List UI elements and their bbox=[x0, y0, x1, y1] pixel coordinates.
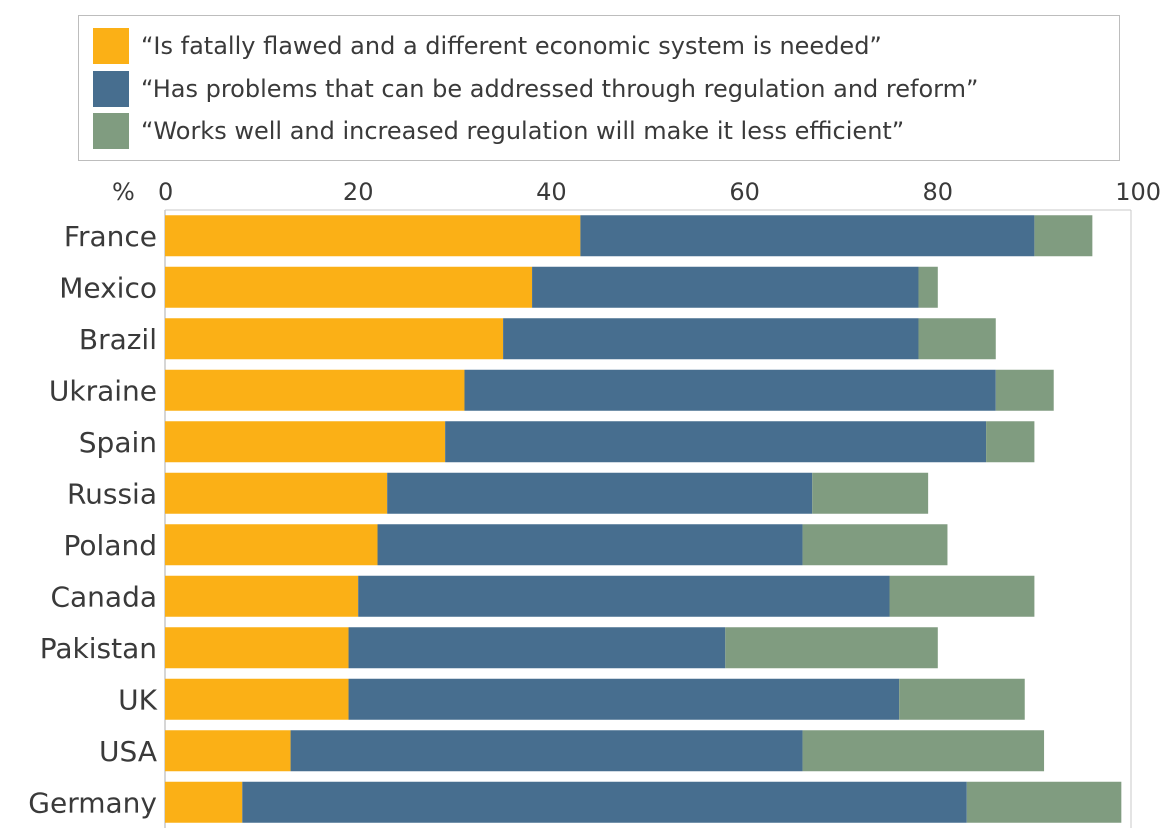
bar-brazil-series-3 bbox=[918, 318, 996, 360]
bar-canada-series-2 bbox=[358, 575, 890, 617]
bar-usa-series-3 bbox=[802, 730, 1045, 772]
x-tick-label-0: 0 bbox=[158, 178, 173, 206]
category-label-canada: Canada bbox=[50, 580, 157, 613]
bar-usa-series-2 bbox=[290, 730, 803, 772]
category-label-ukraine: Ukraine bbox=[49, 374, 157, 407]
bar-germany-series-2 bbox=[242, 781, 967, 823]
bar-brazil-series-1 bbox=[165, 318, 504, 360]
bar-usa-series-1 bbox=[165, 730, 291, 772]
bar-germany-series-1 bbox=[165, 781, 243, 823]
bar-russia-series-2 bbox=[387, 472, 813, 514]
category-label-mexico: Mexico bbox=[59, 271, 157, 304]
category-label-usa: USA bbox=[99, 735, 157, 768]
legend-item-fatally-flawed: “Is fatally flawed and a different econo… bbox=[93, 28, 882, 64]
bar-france-series-1 bbox=[165, 215, 581, 257]
bar-canada-series-1 bbox=[165, 575, 359, 617]
x-tick-label-60: 60 bbox=[729, 178, 760, 206]
bar-uk-series-1 bbox=[165, 678, 349, 720]
category-label-france: France bbox=[64, 220, 157, 253]
bar-france-series-3 bbox=[1034, 215, 1093, 257]
bar-pakistan-series-3 bbox=[725, 627, 938, 669]
category-label-brazil: Brazil bbox=[79, 323, 157, 356]
bar-ukraine-series-2 bbox=[464, 369, 996, 411]
category-label-russia: Russia bbox=[67, 477, 157, 510]
bar-uk-series-2 bbox=[348, 678, 900, 720]
bar-mexico-series-1 bbox=[165, 266, 533, 308]
chart-legend: “Is fatally flawed and a different econo… bbox=[78, 15, 1120, 161]
category-label-poland: Poland bbox=[64, 529, 157, 562]
bar-spain-series-2 bbox=[445, 421, 987, 463]
legend-swatch-works-well bbox=[93, 113, 129, 149]
bar-germany-series-3 bbox=[966, 781, 1122, 823]
legend-label-regulation-reform: “Has problems that can be addressed thro… bbox=[141, 75, 979, 103]
bar-spain-series-3 bbox=[986, 421, 1035, 463]
x-tick-label-80: 80 bbox=[923, 178, 954, 206]
bar-russia-series-1 bbox=[165, 472, 388, 514]
bar-canada-series-3 bbox=[889, 575, 1035, 617]
legend-swatch-fatally-flawed bbox=[93, 28, 129, 64]
bar-ukraine-series-1 bbox=[165, 369, 465, 411]
bar-pakistan-series-1 bbox=[165, 627, 349, 669]
bar-brazil-series-2 bbox=[503, 318, 919, 360]
category-label-germany: Germany bbox=[28, 786, 157, 819]
legend-item-works-well: “Works well and increased regulation wil… bbox=[93, 113, 904, 149]
axis-unit-label: % bbox=[112, 178, 135, 206]
bar-poland-series-1 bbox=[165, 524, 378, 566]
legend-item-regulation-reform: “Has problems that can be addressed thro… bbox=[93, 71, 978, 107]
category-label-spain: Spain bbox=[79, 426, 157, 459]
bar-mexico-series-2 bbox=[532, 266, 919, 308]
bar-france-series-2 bbox=[580, 215, 1035, 257]
bar-poland-series-2 bbox=[377, 524, 803, 566]
x-tick-label-40: 40 bbox=[536, 178, 567, 206]
bar-ukraine-series-3 bbox=[995, 369, 1054, 411]
legend-label-fatally-flawed: “Is fatally flawed and a different econo… bbox=[141, 32, 882, 60]
category-label-pakistan: Pakistan bbox=[40, 632, 157, 665]
x-tick-label-20: 20 bbox=[343, 178, 374, 206]
bar-russia-series-3 bbox=[812, 472, 929, 514]
bar-uk-series-3 bbox=[899, 678, 1025, 720]
legend-label-works-well: “Works well and increased regulation wil… bbox=[141, 117, 905, 145]
bar-pakistan-series-2 bbox=[348, 627, 726, 669]
x-tick-label-100: 100 bbox=[1115, 178, 1161, 206]
category-label-uk: UK bbox=[118, 683, 157, 716]
legend-swatch-regulation-reform bbox=[93, 71, 129, 107]
bar-spain-series-1 bbox=[165, 421, 446, 463]
bar-mexico-series-3 bbox=[918, 266, 938, 308]
bar-poland-series-3 bbox=[802, 524, 948, 566]
